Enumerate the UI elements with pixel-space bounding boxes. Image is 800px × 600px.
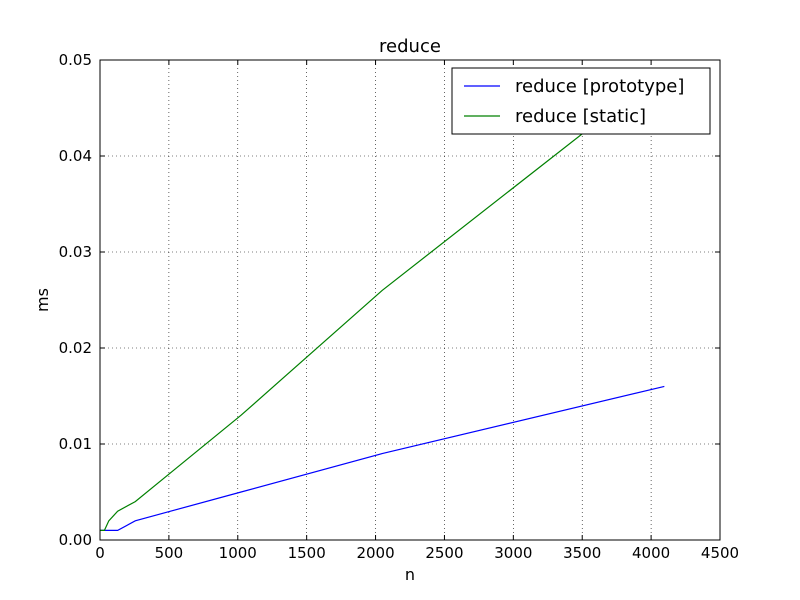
x-axis-label: n bbox=[405, 565, 415, 584]
x-tick-label: 3500 bbox=[563, 544, 601, 562]
chart-title: reduce bbox=[379, 36, 441, 57]
series-line-prototype bbox=[100, 385, 665, 532]
legend-label: reduce [static] bbox=[515, 106, 646, 127]
y-tick-label: 0.05 bbox=[59, 51, 92, 69]
x-tick-label: 1000 bbox=[219, 544, 257, 562]
grid-layer bbox=[100, 60, 720, 540]
x-tick-label: 4500 bbox=[701, 544, 739, 562]
legend-label: reduce [prototype] bbox=[515, 76, 684, 97]
legend: reduce [prototype] reduce [static] bbox=[451, 67, 711, 135]
y-tick-label: 0.01 bbox=[59, 435, 92, 453]
x-tick-label: 2500 bbox=[425, 544, 463, 562]
x-tick-label: 2000 bbox=[356, 544, 394, 562]
y-tick-label: 0.02 bbox=[59, 339, 92, 357]
plot-frame bbox=[99, 59, 721, 541]
x-tick-label: 1500 bbox=[288, 544, 326, 562]
y-axis-label: ms bbox=[33, 288, 52, 312]
legend-box bbox=[451, 67, 711, 135]
series-layer bbox=[100, 69, 665, 532]
x-tick-label: 0 bbox=[95, 544, 105, 562]
series-line-static bbox=[100, 69, 665, 532]
y-tick-label: 0.03 bbox=[59, 243, 92, 261]
y-tick-label: 0.04 bbox=[59, 147, 92, 165]
tick-labels-layer: 0 500 1000 1500 2000 2500 3000 3500 4000 4500 0.00… bbox=[59, 51, 740, 562]
y-tick-label: 0.00 bbox=[59, 531, 92, 549]
x-tick-label: 500 bbox=[155, 544, 184, 562]
x-tick-label: 3000 bbox=[494, 544, 532, 562]
x-tick-label: 4000 bbox=[632, 544, 670, 562]
ticks-layer bbox=[99, 59, 721, 541]
